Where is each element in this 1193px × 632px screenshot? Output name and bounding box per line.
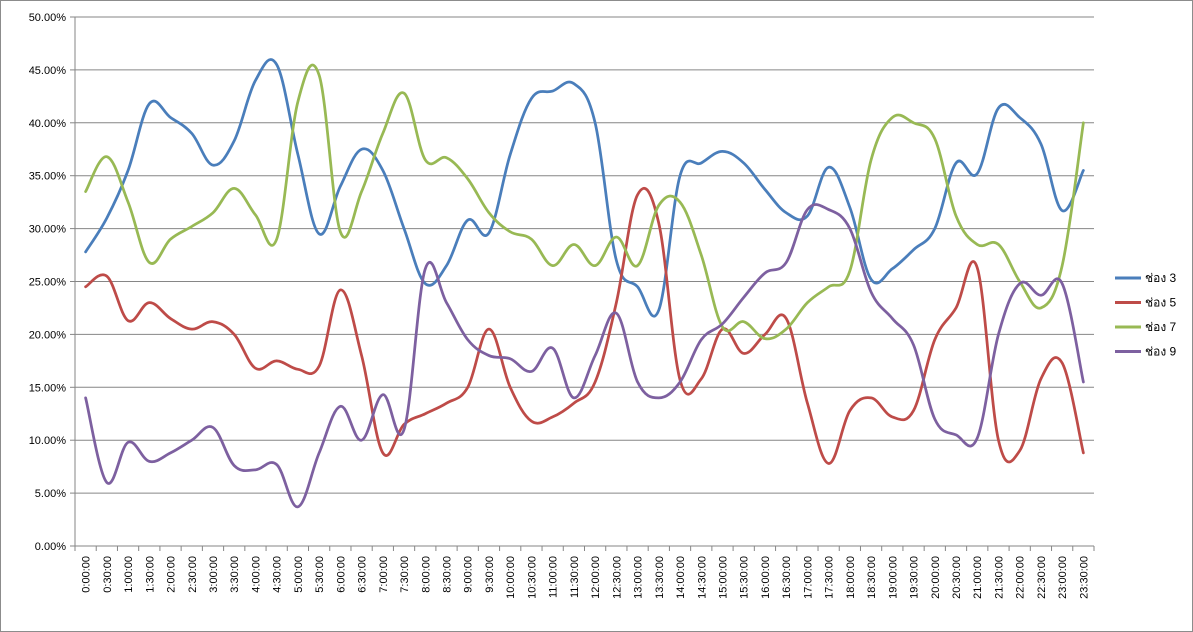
series-line-1 bbox=[84, 58, 1085, 318]
legend: ช่อง 3 ช่อง 5 ช่อง 7 ช่อง 9 bbox=[1115, 271, 1177, 359]
y-axis-ticks: 0.00% 5.00% 10.00% 15.00% 20.00% 25.00% 30.00%… bbox=[29, 12, 75, 553]
series-line-3 bbox=[84, 63, 1085, 341]
legend-label-3: ช่อง 7 bbox=[1145, 320, 1177, 334]
gridlines bbox=[75, 16, 1094, 494]
x-tick-label: 1:00:00 bbox=[123, 556, 135, 593]
x-tick-label: 7:00:00 bbox=[378, 556, 390, 593]
x-tick-label: 2:30:00 bbox=[187, 556, 199, 593]
y-tick-label: 5.00% bbox=[35, 488, 66, 500]
x-tick-label: 2:00:00 bbox=[166, 556, 178, 593]
x-tick-label: 19:00:00 bbox=[887, 556, 899, 599]
x-tick-label: 11:30:00 bbox=[569, 556, 581, 598]
y-tick-label: 45.00% bbox=[29, 65, 67, 77]
y-tick-label: 25.00% bbox=[29, 277, 67, 289]
series-line-4 bbox=[84, 203, 1085, 509]
x-tick-label: 16:00:00 bbox=[760, 556, 772, 599]
x-tick-label: 4:00:00 bbox=[250, 556, 262, 593]
x-tick-label: 14:30:00 bbox=[696, 556, 708, 599]
y-tick-label: 40.00% bbox=[29, 118, 67, 130]
x-tick-label: 10:00:00 bbox=[505, 556, 517, 599]
y-tick-label: 0.00% bbox=[35, 541, 66, 553]
x-tick-label: 20:30:00 bbox=[951, 556, 963, 599]
x-tick-label: 6:30:00 bbox=[357, 556, 369, 593]
y-tick-label: 20.00% bbox=[29, 329, 67, 341]
x-tick-label: 8:00:00 bbox=[420, 556, 432, 593]
legend-label-4: ช่อง 9 bbox=[1145, 345, 1177, 359]
x-tick-label: 3:00:00 bbox=[208, 556, 220, 593]
x-tick-label: 14:00:00 bbox=[675, 556, 687, 599]
x-tick-label: 15:30:00 bbox=[739, 556, 751, 599]
legend-label-2: ช่อง 5 bbox=[1145, 296, 1177, 310]
x-tick-label: 0:30:00 bbox=[102, 556, 114, 593]
x-tick-label: 19:30:00 bbox=[909, 556, 921, 599]
x-tick-label: 0:00:00 bbox=[81, 556, 93, 593]
y-tick-label: 30.00% bbox=[29, 224, 67, 236]
x-tick-label: 17:00:00 bbox=[802, 556, 814, 599]
x-tick-label: 21:00:00 bbox=[972, 556, 984, 599]
x-tick-label: 12:30:00 bbox=[611, 556, 623, 599]
series-line-2 bbox=[84, 187, 1085, 465]
y-tick-label: 35.00% bbox=[29, 171, 67, 183]
x-tick-label: 20:00:00 bbox=[930, 556, 942, 599]
x-tick-label: 8:30:00 bbox=[442, 556, 454, 593]
x-tick-label: 17:30:00 bbox=[824, 556, 836, 599]
x-tick-label: 9:30:00 bbox=[484, 556, 496, 593]
x-tick-label: 11:00:00 bbox=[548, 556, 560, 598]
x-tick-label: 1:30:00 bbox=[144, 556, 156, 593]
legend-label-1: ช่อง 3 bbox=[1145, 271, 1177, 285]
x-tick-label: 5:00:00 bbox=[293, 556, 305, 593]
x-tick-label: 21:30:00 bbox=[993, 556, 1005, 599]
y-tick-label: 15.00% bbox=[29, 382, 67, 394]
x-tick-label: 22:00:00 bbox=[1015, 556, 1027, 599]
x-axis-ticks: 0:00:00 0:30:00 1:00:00 1:30:00 2:00:00 2:30:… bbox=[74, 546, 1095, 599]
x-tick-label: 23:30:00 bbox=[1078, 556, 1090, 599]
x-tick-label: 3:30:00 bbox=[229, 556, 241, 593]
y-tick-label: 50.00% bbox=[29, 12, 67, 24]
x-tick-label: 23:00:00 bbox=[1057, 556, 1069, 599]
y-tick-label: 10.00% bbox=[29, 435, 67, 447]
x-tick-label: 18:00:00 bbox=[845, 556, 857, 599]
x-tick-label: 15:00:00 bbox=[717, 556, 729, 599]
x-tick-label: 22:30:00 bbox=[1036, 556, 1048, 599]
series-lines bbox=[84, 58, 1085, 509]
x-tick-label: 10:30:00 bbox=[526, 556, 538, 599]
x-tick-label: 16:30:00 bbox=[781, 556, 793, 599]
x-tick-label: 12:00:00 bbox=[590, 556, 602, 599]
x-tick-label: 7:30:00 bbox=[399, 556, 411, 593]
x-tick-label: 4:30:00 bbox=[272, 556, 284, 593]
x-tick-label: 13:30:00 bbox=[654, 556, 666, 599]
axes bbox=[74, 17, 1094, 547]
x-tick-label: 6:00:00 bbox=[335, 556, 347, 593]
x-tick-label: 18:30:00 bbox=[866, 556, 878, 599]
x-tick-label: 9:00:00 bbox=[463, 556, 475, 593]
x-tick-label: 5:30:00 bbox=[314, 556, 326, 593]
x-tick-label: 13:00:00 bbox=[633, 556, 645, 599]
